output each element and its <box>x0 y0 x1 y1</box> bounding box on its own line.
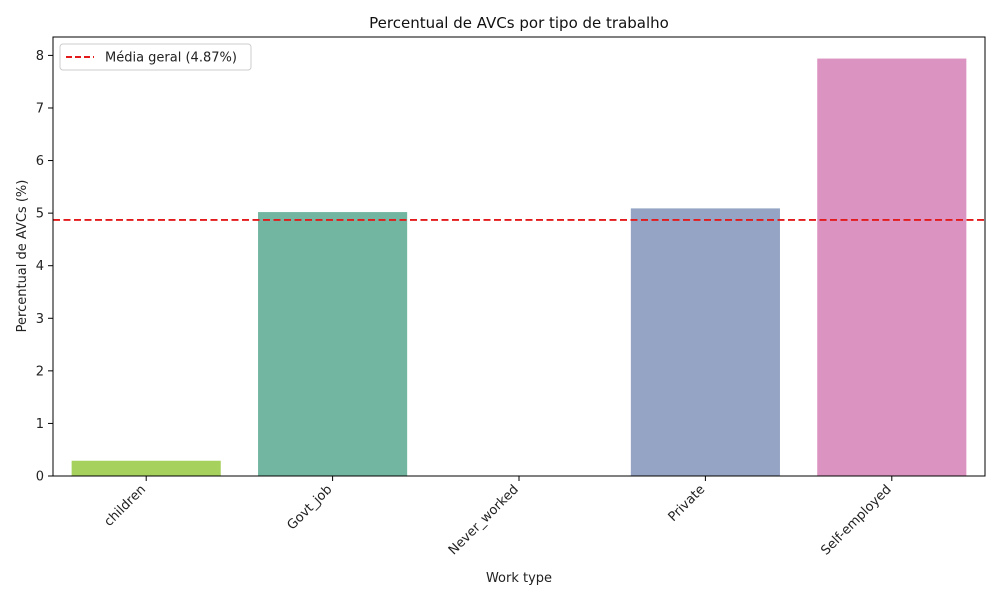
x-tick-label: children <box>102 482 149 529</box>
chart-title: Percentual de AVCs por tipo de trabalho <box>369 14 669 32</box>
x-tick-label: Govt_job <box>284 482 335 533</box>
y-axis: 0 1 2 3 4 5 6 7 8 <box>36 49 53 485</box>
y-tick-label: 7 <box>36 101 44 116</box>
y-tick-label: 0 <box>36 470 44 485</box>
y-tick-label: 1 <box>36 417 44 432</box>
y-axis-label: Percentual de AVCs (%) <box>15 180 30 333</box>
x-tick-label: Self-employed <box>818 482 894 558</box>
y-tick-label: 6 <box>36 154 44 169</box>
legend: Média geral (4.87%) <box>59 43 252 71</box>
x-axis: children Govt_job Never_worked Private Self-… <box>102 476 895 558</box>
bar-private <box>630 208 780 476</box>
bars-layer <box>71 58 967 477</box>
legend-box <box>59 43 252 71</box>
y-tick-label: 3 <box>36 312 44 327</box>
bar-govt-job <box>258 212 408 476</box>
bar-children <box>71 460 221 476</box>
y-tick-label: 2 <box>36 364 44 379</box>
y-tick-label: 8 <box>36 49 44 64</box>
bar-self-employed <box>817 58 967 477</box>
x-tick-label: Never_worked <box>446 482 522 558</box>
y-tick-label: 4 <box>36 259 44 274</box>
x-tick-label: Private <box>666 482 709 525</box>
legend-entry-label: Média geral (4.87%) <box>105 51 237 66</box>
y-tick-label: 5 <box>36 207 44 222</box>
x-axis-label: Work type <box>486 571 552 586</box>
